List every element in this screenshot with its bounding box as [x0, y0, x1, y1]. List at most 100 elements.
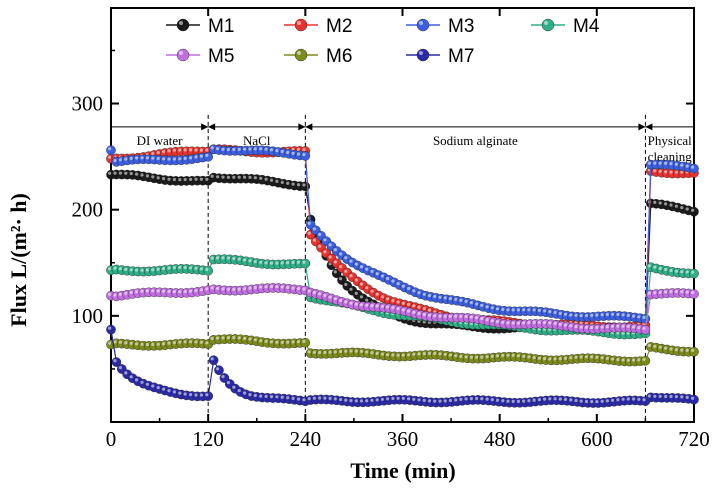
- data-point-highlight: [427, 308, 432, 312]
- data-point-highlight: [669, 290, 673, 294]
- data-point-highlight: [118, 158, 122, 162]
- data-point-highlight: [248, 393, 252, 397]
- data-point-highlight: [532, 356, 536, 360]
- data-point-highlight: [590, 400, 594, 404]
- data-point-highlight: [172, 266, 176, 270]
- data-point-highlight: [616, 398, 620, 402]
- data-point-highlight: [511, 321, 515, 325]
- legend-marker-highlight: [544, 21, 548, 25]
- data-point-highlight: [375, 351, 379, 355]
- data-point-highlight: [459, 314, 463, 318]
- data-point-highlight: [396, 282, 400, 286]
- data-point-highlight: [553, 321, 557, 325]
- data-point-highlight: [632, 325, 636, 329]
- data-point-highlight: [344, 398, 348, 402]
- data-point-highlight: [691, 208, 695, 212]
- data-point-highlight: [199, 267, 203, 271]
- data-point-highlight: [264, 394, 268, 398]
- data-point-highlight: [167, 149, 171, 153]
- data-point-highlight: [553, 397, 557, 401]
- data-point-highlight: [328, 255, 332, 259]
- data-point-highlight: [417, 291, 421, 295]
- data-point-highlight: [579, 355, 583, 359]
- data-point-highlight: [124, 267, 128, 271]
- data-point-highlight: [291, 151, 295, 155]
- data-point-highlight: [253, 260, 257, 264]
- data-point-highlight: [328, 396, 332, 400]
- data-point-highlight: [237, 389, 241, 393]
- data-point-highlight: [269, 340, 274, 344]
- data-point-highlight: [611, 398, 615, 402]
- data-point-highlight: [448, 297, 452, 301]
- phase-label: NaCl: [243, 133, 271, 148]
- data-point-highlight: [490, 398, 494, 402]
- data-point-highlight: [664, 290, 668, 294]
- data-point-highlight: [454, 297, 458, 301]
- data-point-highlight: [221, 336, 225, 340]
- data-point-highlight: [194, 266, 198, 270]
- data-point-highlight: [516, 399, 521, 403]
- data-point-highlight: [318, 396, 322, 400]
- data-point-highlight: [178, 340, 182, 344]
- data-point-highlight: [537, 308, 542, 312]
- data-point-highlight: [296, 340, 301, 344]
- data-point-highlight: [172, 157, 176, 161]
- data-point-highlight: [194, 288, 198, 293]
- data-point-highlight: [637, 397, 641, 401]
- data-point-highlight: [480, 303, 484, 307]
- data-point-highlight: [145, 268, 149, 272]
- data-point-highlight: [323, 238, 327, 242]
- data-point-highlight: [691, 291, 695, 295]
- data-point-highlight: [632, 314, 636, 318]
- data-point-highlight: [584, 314, 589, 318]
- data-point-highlight: [669, 170, 673, 174]
- phase-arrow-head: [201, 123, 209, 131]
- data-point-highlight: [422, 292, 426, 296]
- data-point-highlight: [532, 320, 536, 324]
- data-point-highlight: [183, 340, 187, 344]
- data-point-highlight: [296, 287, 301, 291]
- data-point-highlight: [210, 256, 214, 260]
- data-point-highlight: [151, 342, 155, 346]
- data-point-highlight: [349, 274, 353, 278]
- data-point-highlight: [248, 286, 252, 290]
- data-point-highlight: [658, 394, 662, 398]
- data-point-highlight: [167, 266, 171, 270]
- data-point-highlight: [359, 399, 364, 403]
- data-point-highlight: [664, 202, 668, 206]
- data-point-highlight: [354, 349, 358, 353]
- data-point-highlight: [162, 289, 166, 293]
- data-point-highlight: [365, 399, 369, 403]
- data-point-highlight: [611, 357, 615, 361]
- data-point-highlight: [216, 147, 220, 151]
- data-point-highlight: [417, 398, 421, 402]
- data-point-highlight: [417, 352, 421, 356]
- data-point-highlight: [417, 305, 421, 309]
- phase-label: DI water: [137, 133, 184, 148]
- data-point-highlight: [296, 152, 301, 156]
- data-point-highlight: [511, 308, 515, 312]
- data-point-highlight: [475, 316, 479, 320]
- data-point-highlight: [611, 312, 615, 316]
- data-point-highlight: [118, 366, 122, 370]
- data-point-highlight: [162, 157, 166, 161]
- data-point-highlight: [506, 353, 510, 357]
- x-tick-label: 480: [484, 427, 516, 451]
- legend-marker: [541, 18, 555, 32]
- data-point-highlight: [454, 354, 458, 358]
- legend-label: M5: [208, 46, 234, 67]
- data-point-highlight: [438, 352, 442, 356]
- data-point-highlight: [480, 355, 484, 359]
- data-point-highlight: [548, 310, 552, 314]
- y-tick-label: 200: [72, 198, 104, 222]
- data-point: [300, 258, 311, 269]
- data-point-highlight: [396, 307, 400, 311]
- legend-item-m2: M2: [284, 16, 352, 37]
- data-point-highlight: [328, 243, 332, 247]
- data-point-highlight: [469, 315, 473, 319]
- data-point-highlight: [145, 156, 149, 160]
- data-point-highlight: [333, 248, 337, 252]
- data-point-highlight: [407, 309, 411, 313]
- data-point-highlight: [595, 325, 599, 329]
- data-point-highlight: [616, 358, 620, 362]
